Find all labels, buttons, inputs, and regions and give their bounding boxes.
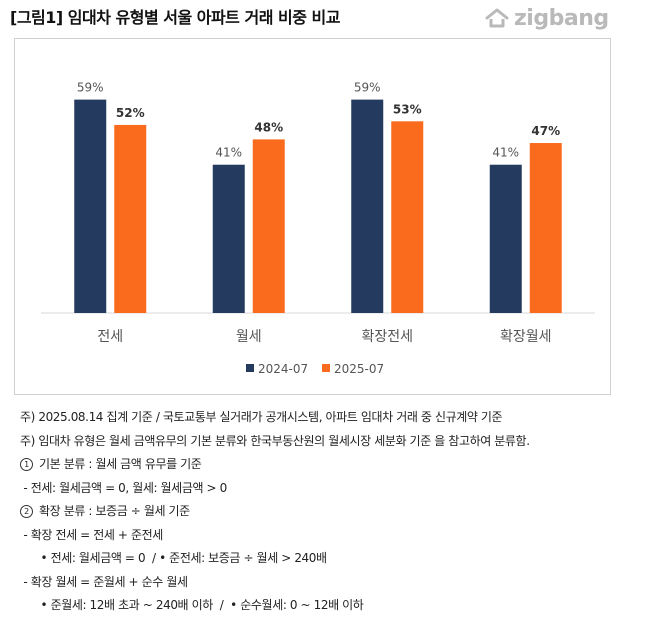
footnote-line: 주) 임대차 유형은 월세 금액유무의 기본 분류와 한국부동산원의 월세시장 … bbox=[20, 431, 530, 455]
data-label: 41% bbox=[492, 146, 519, 160]
footnote-text: 주) 임대차 유형은 월세 금액유무의 기본 분류와 한국부동산원의 월세시장 … bbox=[20, 433, 530, 448]
footnote-text: - 전세: 월세금액 = 0, 월세: 월세금액 > 0 bbox=[20, 480, 227, 495]
x-tick-label: 전세 bbox=[97, 329, 123, 345]
footnote-text: • 전세: 월세금액 = 0 / • 준전세: 보증금 ÷ 월세 > 240배 bbox=[20, 551, 327, 565]
footnote-text: • 준월세: 12배 초과 ~ 240배 이하 / • 순수월세: 0 ~ 12… bbox=[20, 598, 364, 612]
data-label: 52% bbox=[116, 106, 145, 120]
bar-2025-07-확장전세 bbox=[391, 121, 424, 313]
footnote-text: 기본 분류 : 월세 금액 유무를 기준 bbox=[39, 457, 202, 471]
footnote-line: - 확장 월세 = 준월세 + 순수 월세 bbox=[20, 572, 530, 596]
bar-chart: 59% 52% 전세 41% 48% 월세 59% 53% 확장전세 41% 47% 확장월세 2024… bbox=[41, 81, 595, 376]
brand-house-icon bbox=[485, 8, 509, 28]
chart-panel: 59% 52% 전세 41% 48% 월세 59% 53% 확장전세 41% 47% 확장월세 2024… bbox=[14, 38, 611, 395]
circled-number-marker: 2 bbox=[20, 505, 33, 518]
bar-2025-07-월세 bbox=[252, 139, 285, 313]
data-label: 59% bbox=[354, 81, 381, 95]
data-label: 47% bbox=[531, 124, 560, 138]
x-tick-label: 확장월세 bbox=[500, 329, 552, 345]
footnote-line: • 전세: 월세금액 = 0 / • 준전세: 보증금 ÷ 월세 > 240배 bbox=[20, 548, 530, 572]
data-label: 48% bbox=[254, 120, 283, 134]
circled-number-marker: 1 bbox=[20, 458, 33, 471]
footnote-line: • 준월세: 12배 초과 ~ 240배 이하 / • 순수월세: 0 ~ 12… bbox=[20, 595, 530, 619]
data-label: 59% bbox=[77, 81, 104, 95]
footnote-line: 주) 2025.08.14 집계 기준 / 국토교통부 실거래가 공개시스템, … bbox=[20, 407, 530, 431]
legend-label: 2024-07 bbox=[258, 362, 308, 376]
bar-2024-07-전세 bbox=[74, 99, 107, 313]
footnotes: 주) 2025.08.14 집계 기준 / 국토교통부 실거래가 공개시스템, … bbox=[20, 407, 530, 619]
legend-label: 2025-07 bbox=[334, 362, 384, 376]
bar-2024-07-확장월세 bbox=[489, 164, 522, 313]
brand-name: zigbang bbox=[514, 5, 609, 31]
brand-logo: zigbang bbox=[484, 4, 609, 32]
bar-2025-07-전세 bbox=[114, 124, 147, 313]
footnote-text: - 확장 월세 = 준월세 + 순수 월세 bbox=[20, 574, 188, 589]
bar-2024-07-월세 bbox=[212, 164, 245, 313]
footnote-line: - 전세: 월세금액 = 0, 월세: 월세금액 > 0 bbox=[20, 478, 530, 502]
x-tick-label: 월세 bbox=[236, 329, 262, 345]
data-label: 41% bbox=[215, 146, 242, 160]
footnote-text: 확장 분류 : 보증금 ÷ 월세 기준 bbox=[39, 504, 190, 518]
bar-2025-07-확장월세 bbox=[529, 143, 562, 313]
footnote-text: 주) 2025.08.14 집계 기준 / 국토교통부 실거래가 공개시스템, … bbox=[20, 410, 503, 424]
footnote-text: - 확장 전세 = 전세 + 준전세 bbox=[20, 527, 163, 542]
footnote-line: - 확장 전세 = 전세 + 준전세 bbox=[20, 525, 530, 549]
footnote-line: 1 기본 분류 : 월세 금액 유무를 기준 bbox=[20, 454, 530, 478]
data-label: 53% bbox=[393, 102, 422, 116]
legend-swatch-2024-07 bbox=[246, 364, 254, 372]
bar-2024-07-확장전세 bbox=[351, 99, 384, 313]
footnote-line: 2 확장 분류 : 보증금 ÷ 월세 기준 bbox=[20, 501, 530, 525]
chart-title: [그림1] 임대차 유형별 서울 아파트 거래 비중 비교 bbox=[10, 8, 340, 27]
x-tick-label: 확장전세 bbox=[361, 329, 413, 345]
legend-swatch-2025-07 bbox=[322, 364, 330, 372]
